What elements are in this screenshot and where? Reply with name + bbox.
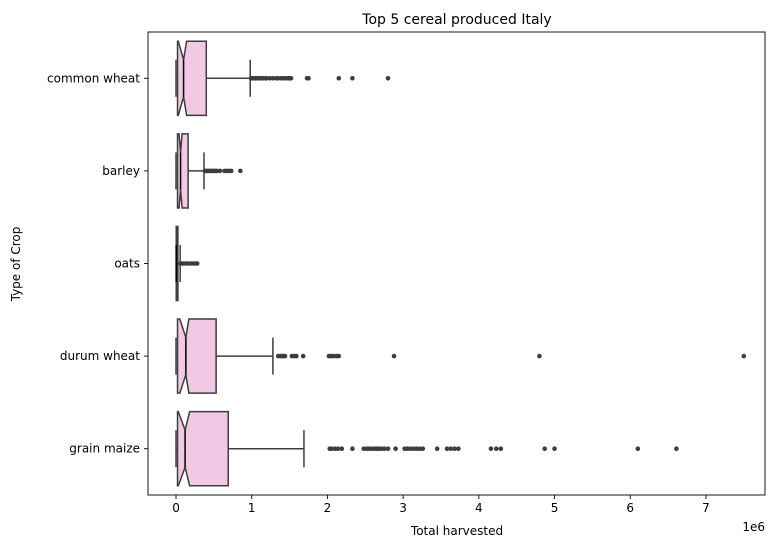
outlier-point [393, 446, 398, 452]
outlier-point [381, 446, 387, 452]
box-group-0 [175, 40, 391, 117]
outlier-point [350, 76, 355, 81]
outlier-point [444, 446, 450, 452]
outlier-point [300, 353, 306, 359]
y-tick-label: barley [102, 164, 140, 178]
y-tick-label: grain maize [69, 442, 140, 456]
box-group-4 [175, 410, 679, 487]
box-group-2 [175, 225, 200, 302]
outlier-point [294, 353, 299, 359]
outlier-point [674, 446, 679, 452]
x-axis: 0 1 2 3 4 5 6 7 [172, 495, 710, 515]
chart-title: Top 5 cereal produced Italy [361, 12, 551, 28]
outlier-point [493, 446, 499, 452]
x-tick-label: 1 [248, 501, 256, 515]
x-tick-label: 5 [551, 501, 559, 515]
outlier-point [542, 446, 547, 452]
outlier-point [537, 353, 542, 359]
y-axis: common wheat barley oats durum wheat grain m… [47, 71, 148, 456]
x-tick-label: 2 [324, 501, 332, 515]
box-group-3 [175, 318, 747, 394]
outlier-point [228, 168, 234, 174]
y-axis-label: Type of Crop [9, 227, 23, 303]
y-tick-label: oats [114, 257, 140, 271]
outlier-point [336, 76, 342, 81]
outlier-point [635, 446, 641, 452]
outlier-point [552, 446, 557, 452]
outlier-point [306, 76, 311, 81]
x-tick-label: 3 [399, 501, 407, 515]
box-4 [176, 410, 229, 487]
box-0 [176, 40, 208, 117]
outlier-point [288, 76, 294, 81]
outlier-point [385, 446, 391, 452]
box-group-1 [175, 133, 243, 209]
box-3 [176, 318, 217, 394]
y-tick-label: common wheat [47, 71, 140, 85]
x-tick-label: 0 [172, 501, 180, 515]
outlier-point [741, 353, 747, 359]
outlier-point [350, 446, 355, 452]
outlier-point [217, 168, 223, 174]
outlier-point [420, 446, 426, 452]
outlier-point [336, 353, 342, 359]
outlier-point [238, 168, 243, 174]
outlier-point [456, 446, 461, 452]
outlier-point [391, 353, 397, 359]
outlier-point [498, 446, 504, 452]
x-tick-label: 7 [702, 501, 710, 515]
y-tick-label: durum wheat [60, 349, 140, 363]
outlier-point [434, 446, 440, 452]
box-1 [176, 133, 189, 209]
outlier-point [194, 261, 200, 266]
x-axis-label: Total harvested [410, 524, 503, 538]
x-tick-label: 6 [626, 501, 634, 515]
outlier-point [452, 446, 457, 452]
plot-area [175, 40, 747, 487]
outlier-point [448, 446, 454, 452]
x-axis-offset-label: 1e6 [742, 520, 765, 534]
outlier-point [282, 353, 288, 359]
outlier-point [339, 446, 345, 452]
x-tick-label: 4 [475, 501, 483, 515]
outlier-point [335, 446, 341, 452]
plot-frame [147, 31, 766, 496]
outlier-point [385, 76, 391, 81]
outlier-point [488, 446, 494, 452]
